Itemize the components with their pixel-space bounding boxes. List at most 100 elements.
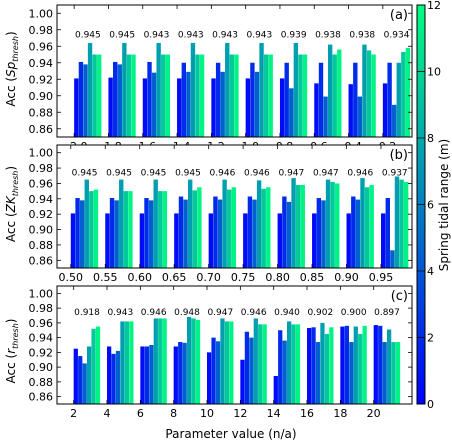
bar — [291, 178, 296, 268]
bar — [182, 342, 187, 404]
bar — [158, 318, 163, 404]
bar — [73, 348, 78, 404]
bar — [353, 62, 358, 137]
x-tick-label: 18 — [333, 407, 347, 420]
bar — [256, 180, 262, 268]
bar — [366, 50, 372, 137]
bar-annotation: 0.900 — [341, 308, 367, 318]
y-tick-label: 0.94 — [29, 193, 54, 206]
bar — [149, 345, 154, 404]
colorbar-ticks: 0 2 4 6 8 10 12 — [417, 0, 441, 411]
bar — [117, 64, 122, 137]
bar — [222, 179, 227, 268]
bar — [261, 188, 266, 268]
bar — [373, 325, 378, 404]
y-tick-label: 0.94 — [29, 57, 54, 70]
bar-annotation: 0.945 — [75, 31, 101, 41]
bar — [321, 200, 326, 268]
bar — [224, 321, 230, 404]
x-tick-label: 16 — [300, 407, 314, 420]
colorbar-tick-label: 12 — [427, 0, 441, 12]
bar — [177, 78, 182, 137]
bar — [371, 54, 376, 137]
bar-annotation: 0.946 — [210, 168, 236, 178]
bar — [401, 52, 406, 137]
bar — [385, 198, 390, 268]
bar — [302, 54, 308, 137]
panel-a: 0.945 0.945 0.943 0.943 0.943 0.943 0.939 0.938… — [29, 4, 413, 153]
x-tick-label: 0.55 — [93, 271, 118, 284]
bar-annotation: 0.943 — [246, 31, 272, 41]
x-tick-label: 0.70 — [196, 271, 221, 284]
bar — [70, 213, 76, 268]
y-axis-label-a: Acc (Spthresh) — [4, 31, 20, 106]
y-tick-label: 0.98 — [29, 162, 54, 175]
bar — [126, 54, 132, 137]
y-tick-label: 1.00 — [29, 287, 54, 300]
bar — [93, 189, 99, 268]
bar — [158, 191, 163, 268]
bar — [325, 179, 331, 268]
y-tick-label: 0.96 — [29, 317, 54, 330]
colorbar-tick-label: 10 — [427, 66, 441, 79]
bar — [87, 42, 93, 138]
bar — [123, 191, 129, 268]
y-tick-label: 0.98 — [29, 24, 54, 37]
bar — [211, 78, 216, 137]
bar — [128, 191, 133, 268]
x-tick-label: 14 — [267, 407, 281, 420]
bar — [197, 187, 202, 268]
panel-label: (b) — [390, 148, 408, 163]
bar — [244, 331, 250, 404]
bar — [262, 324, 267, 404]
bar — [259, 42, 264, 138]
bar — [113, 61, 118, 137]
bar — [139, 213, 145, 268]
bar — [142, 78, 148, 137]
bar — [307, 328, 312, 404]
bar — [111, 353, 116, 404]
bar — [362, 44, 367, 137]
colorbar: 0 2 4 6 8 10 12 Spring tidal range (m) — [416, 0, 451, 411]
bar — [346, 213, 351, 268]
y-tick-label: 0.96 — [29, 177, 54, 190]
bar — [173, 346, 178, 404]
bar — [83, 64, 88, 137]
bar — [195, 54, 200, 137]
bar — [187, 179, 193, 268]
bar — [120, 321, 125, 404]
bar — [351, 196, 356, 268]
bar-annotation: 0.937 — [382, 168, 408, 178]
y-tick-label: 0.88 — [29, 106, 54, 119]
bar — [107, 346, 112, 404]
bar — [147, 61, 152, 137]
bar — [396, 62, 401, 137]
bar — [337, 49, 342, 137]
bar — [355, 199, 361, 268]
bar — [298, 54, 303, 137]
y-tick-label: 0.90 — [29, 90, 54, 103]
bar — [187, 316, 192, 404]
bar — [144, 346, 150, 404]
bar — [229, 54, 235, 137]
colorbar-tick-label: 2 — [427, 332, 434, 345]
bar — [266, 187, 271, 268]
bar-annotation: 0.939 — [281, 31, 307, 41]
bar — [140, 346, 145, 404]
x-tick-label: 8 — [170, 407, 177, 420]
bar-annotation: 0.938 — [349, 31, 375, 41]
bar — [191, 318, 196, 404]
bar — [282, 196, 287, 268]
bar — [289, 88, 294, 137]
plot-frame — [56, 144, 413, 269]
bar — [156, 42, 161, 138]
bar — [315, 342, 321, 404]
bar-annotation: 0.943 — [144, 31, 170, 41]
bar — [78, 356, 83, 404]
bar-annotation: 0.948 — [174, 308, 200, 318]
bar-annotation: 0.946 — [241, 308, 267, 318]
bar — [231, 187, 237, 268]
x-tick-label: 4 — [104, 407, 111, 420]
bar — [91, 328, 96, 404]
